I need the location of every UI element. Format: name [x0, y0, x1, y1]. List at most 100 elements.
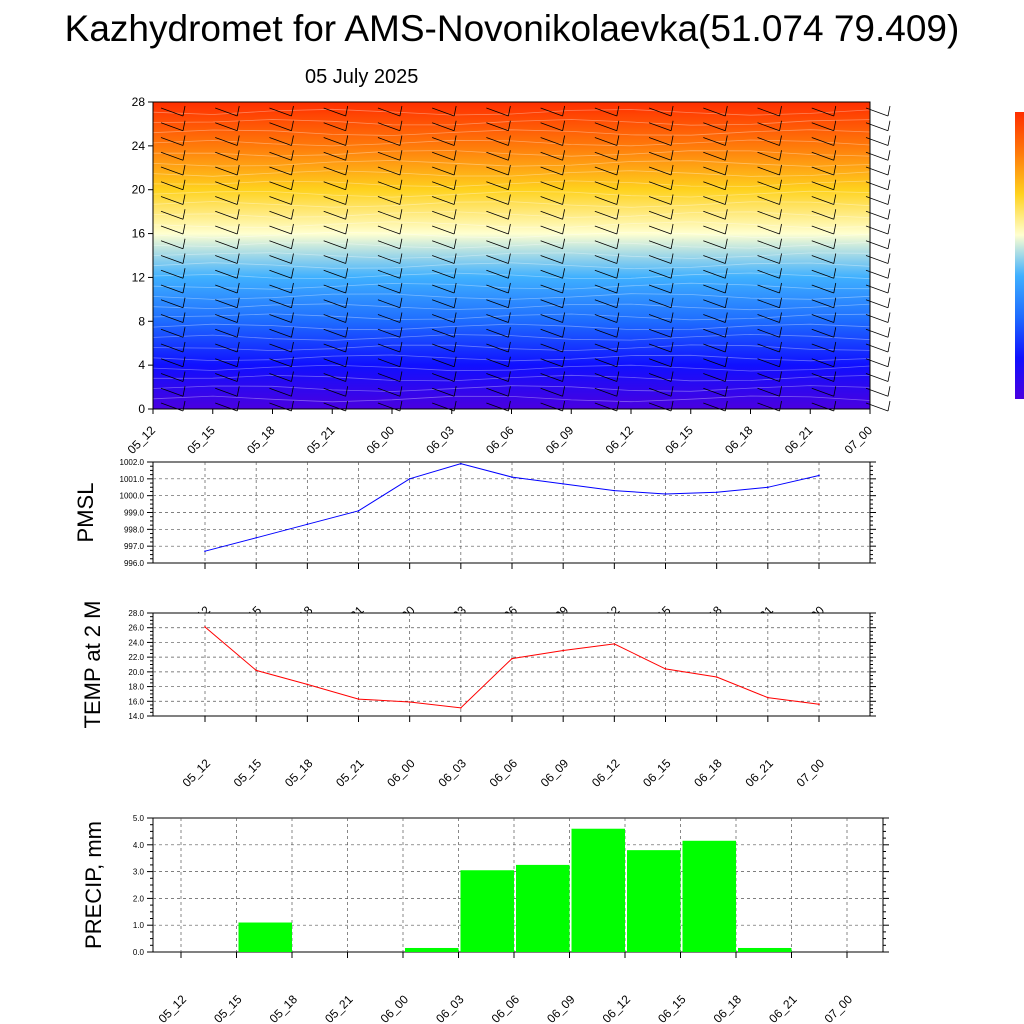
- x-tick-label: 06_12: [600, 992, 634, 1024]
- wind-barb: [648, 194, 674, 205]
- wind-barb: [540, 253, 566, 264]
- x-tick-label: 06_15: [640, 756, 674, 790]
- wind-barb: [703, 164, 728, 176]
- wind-barb: [486, 268, 511, 279]
- y-tick-label: 26.0: [128, 624, 144, 633]
- wind-barb: [540, 356, 566, 368]
- data-point: [408, 478, 411, 480]
- wind-barb: [377, 209, 403, 220]
- wind-barb: [160, 209, 186, 220]
- wind-barb: [703, 253, 728, 264]
- wind-barb: [377, 282, 403, 294]
- x-tick-label: 07_00: [794, 756, 828, 790]
- precip-bar: [405, 947, 459, 952]
- contour-line: [152, 180, 871, 188]
- wind-barb: [757, 327, 782, 338]
- wind-barb: [377, 253, 403, 264]
- wind-barb: [160, 386, 186, 397]
- contour-line: [152, 323, 871, 331]
- wind-barb: [269, 312, 294, 323]
- data-point: [357, 510, 360, 512]
- y-tick-label: 14.0: [128, 712, 144, 721]
- wind-barb: [432, 179, 457, 191]
- precip-bar: [238, 922, 292, 952]
- wind-barb: [160, 150, 186, 161]
- wind-barb: [757, 268, 782, 279]
- wind-barb: [269, 179, 294, 191]
- wind-barb: [757, 209, 782, 220]
- precip-bar: [516, 864, 570, 952]
- wind-barb: [269, 120, 294, 132]
- x-tick-label: 06_12: [589, 756, 623, 790]
- x-tick-label: 05_18: [282, 756, 316, 790]
- data-point: [357, 698, 360, 700]
- wind-barb: [323, 356, 349, 368]
- wind-barb: [757, 297, 782, 309]
- wind-barb: [703, 150, 728, 161]
- wind-barb: [757, 386, 782, 397]
- wind-barb: [540, 179, 566, 191]
- wind-barb: [432, 150, 457, 161]
- wind-barb: [811, 268, 837, 279]
- wind-barb: [594, 150, 620, 161]
- x-tick-label: 06_06: [487, 756, 521, 790]
- wind-barb: [811, 386, 837, 397]
- wind-barb: [432, 297, 457, 309]
- wind-barb: [377, 371, 403, 382]
- wind-barb: [160, 223, 186, 235]
- pmsl-panel: 996.0997.0998.0999.01000.01001.01002.005…: [73, 458, 876, 637]
- wind-barb: [377, 341, 403, 353]
- wind-barb: [160, 356, 186, 368]
- contour-line: [152, 139, 871, 147]
- y-tick-label: 4: [138, 358, 145, 372]
- data-point: [767, 696, 769, 699]
- wind-barb: [432, 386, 457, 397]
- wind-barb: [269, 356, 294, 368]
- wind-barb: [160, 312, 186, 323]
- wind-barb: [432, 312, 457, 323]
- x-tick-label: 05_12: [156, 992, 190, 1024]
- y-tick-label: 18.0: [128, 683, 144, 692]
- x-tick-label: 06_03: [435, 756, 469, 790]
- data-point: [613, 643, 616, 645]
- wind-barb: [486, 386, 511, 397]
- wind-barb: [757, 164, 782, 176]
- contour-line: [153, 150, 871, 157]
- wind-barb: [377, 179, 403, 191]
- y-tick-label: 1001.0: [120, 475, 145, 484]
- contour-line: [152, 160, 871, 167]
- wind-barb: [269, 105, 294, 117]
- wind-barb: [432, 135, 457, 146]
- wind-barb: [215, 386, 240, 397]
- wind-barb: [703, 312, 728, 323]
- wind-barb: [215, 105, 240, 117]
- x-tick-label: 06_21: [742, 756, 776, 790]
- y-axis-title: TEMP at 2 M: [80, 601, 105, 729]
- wind-barb: [811, 209, 837, 220]
- wind-barb: [160, 371, 186, 382]
- wind-barb: [323, 135, 349, 146]
- wind-barb: [377, 194, 403, 205]
- contour-line: [152, 231, 871, 239]
- contour-line: [152, 211, 871, 218]
- contour-line: [152, 282, 871, 290]
- wind-barb: [323, 164, 349, 176]
- wind-barb: [757, 312, 782, 323]
- data-point: [255, 669, 257, 672]
- wind-barb: [215, 179, 240, 191]
- x-tick-label: 06_21: [782, 423, 816, 457]
- heatmap-contours: [152, 108, 871, 403]
- x-tick-label: 06_09: [544, 992, 578, 1024]
- wind-barb: [594, 179, 620, 191]
- x-tick-label: 06_06: [483, 423, 517, 457]
- heatmap-y-axis: 0 4 8 12 16 20 24 28: [132, 95, 153, 416]
- x-tick-label: 06_21: [766, 992, 800, 1024]
- x-tick-label: 06_12: [603, 423, 637, 457]
- wind-barb: [540, 297, 566, 309]
- x-tick-label: 05_15: [184, 423, 218, 457]
- y-tick-label: 998.0: [124, 525, 145, 534]
- plot-frame: [152, 612, 871, 717]
- wind-barb: [160, 179, 186, 191]
- wind-barb: [323, 327, 349, 338]
- wind-barb: [757, 371, 782, 382]
